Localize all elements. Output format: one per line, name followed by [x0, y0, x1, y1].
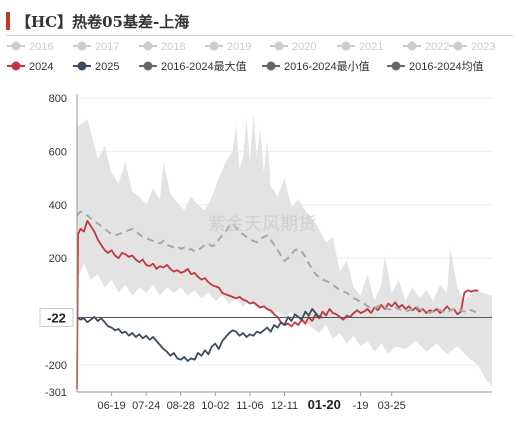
title-divider: [6, 35, 513, 36]
legend-item-2024[interactable]: 2024: [7, 61, 53, 73]
x-tick-label: 01-20: [308, 397, 341, 412]
legend-label: 2021: [359, 41, 383, 53]
legend-item-2022[interactable]: 2022: [403, 41, 449, 53]
y-tick-label: 600: [49, 146, 67, 158]
watermark: 紫金天风期货: [208, 214, 316, 234]
series-line-2024: [76, 219, 479, 390]
x-tick-label: -19: [353, 400, 369, 412]
y-tick-label: 400: [49, 200, 67, 212]
legend-dot-marker: [77, 41, 87, 51]
current-value-text: -22: [47, 310, 66, 325]
legend-label: 2016-2024最小值: [284, 60, 370, 73]
legend-dot-marker: [274, 41, 284, 51]
legend-label: 2019: [227, 41, 251, 53]
x-tick-label: 08-28: [167, 400, 195, 412]
y-tick-label: -301: [45, 387, 67, 399]
watermark-text: 紫金天风期货: [208, 214, 316, 234]
chart-title: 【HC】热卷05基差-上海: [16, 12, 190, 31]
x-tick-highlight-bg: [302, 395, 347, 413]
y-tick-label: 800: [49, 93, 67, 105]
legend-dot-marker: [77, 61, 87, 71]
legend-dot-marker: [391, 61, 401, 71]
legend-label: 2016: [29, 41, 53, 53]
legend-item-2016-2024最小值[interactable]: 2016-2024最小值: [262, 60, 370, 73]
series-line-2016-2024均值: [76, 210, 479, 316]
legend-label: 2020: [292, 41, 316, 53]
legend-item-2016-2024最大值[interactable]: 2016-2024最大值: [139, 59, 247, 73]
legend-item-2025[interactable]: 2025: [73, 61, 119, 73]
legend-dot-marker: [407, 41, 417, 51]
y-tick-label: -200: [45, 360, 67, 372]
current-value-box: [39, 307, 74, 327]
legend-dot-marker: [266, 61, 276, 71]
legend-dot-marker: [11, 41, 21, 51]
legend-label: 2022: [425, 41, 449, 53]
legend-label: 2023: [471, 41, 495, 53]
series-lines: [76, 210, 479, 390]
legend-label: 2024: [29, 61, 53, 73]
min-max-range-band: [77, 114, 492, 387]
x-tick-label: 03-25: [378, 400, 406, 412]
x-tick-label: 11-06: [236, 400, 263, 412]
legend-label: 2016-2024最大值: [161, 59, 247, 73]
legend-item-2016[interactable]: 2016: [7, 41, 53, 53]
x-tick-label: 07-24: [132, 400, 160, 412]
legend-label: 2025: [95, 61, 119, 73]
x-tick-label: 06-19: [98, 400, 126, 412]
title-accent-bar: [6, 12, 10, 30]
legend-dot-marker: [143, 61, 153, 71]
legend-label: 2016-2024均值: [409, 60, 484, 73]
title-bar: 【HC】热卷05基差-上海: [6, 8, 189, 34]
legend-item-2020[interactable]: 2020: [270, 41, 316, 53]
legend-label: 2017: [95, 41, 119, 53]
legend: 2016 2017 2018 2019 2020 2021 2022 2023 2024 2025…: [7, 41, 495, 73]
range-band: [77, 114, 492, 387]
legend-dot-marker: [11, 61, 21, 71]
legend-dot-marker: [453, 41, 463, 51]
legend-dot-marker: [341, 41, 351, 51]
legend-item-2021[interactable]: 2021: [337, 41, 383, 53]
series-line-2025: [76, 308, 323, 362]
x-tick-label: 10-02: [201, 400, 229, 412]
axes: 800 600 400 200 -200 -301 -22 06-19 07-24 08-28 10…: [39, 93, 492, 413]
legend-item-2023[interactable]: 2023: [449, 41, 495, 53]
legend-item-2016-2024均值[interactable]: 2016-2024均值: [387, 60, 484, 73]
legend-item-2017[interactable]: 2017: [73, 41, 119, 53]
y-tick-label: 200: [49, 253, 67, 265]
legend-item-2019[interactable]: 2019: [205, 41, 251, 53]
current-value-label: -22: [39, 307, 74, 327]
legend-label: 2018: [161, 41, 185, 53]
legend-item-2018[interactable]: 2018: [139, 41, 185, 53]
legend-dot-marker: [143, 41, 153, 51]
x-tick-label: 12-11: [271, 400, 298, 412]
legend-dot-marker: [209, 41, 219, 51]
